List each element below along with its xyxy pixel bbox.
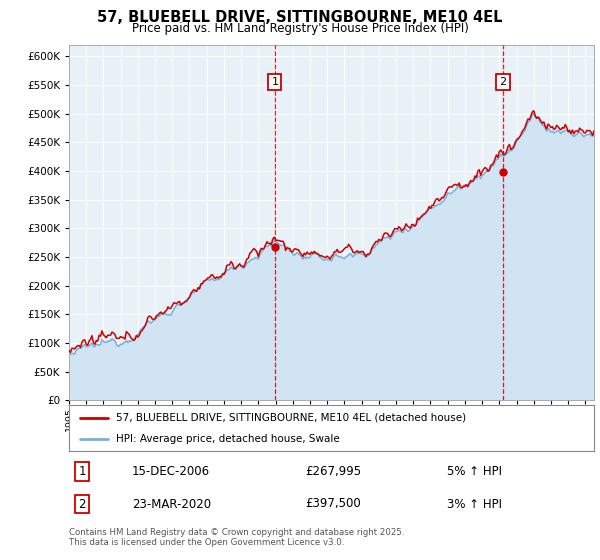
Text: 3% ↑ HPI: 3% ↑ HPI [447,497,502,511]
Text: £267,995: £267,995 [305,465,361,478]
Text: 57, BLUEBELL DRIVE, SITTINGBOURNE, ME10 4EL: 57, BLUEBELL DRIVE, SITTINGBOURNE, ME10 … [97,10,503,25]
Text: 1: 1 [271,77,278,87]
Text: 1: 1 [79,465,86,478]
Text: Contains HM Land Registry data © Crown copyright and database right 2025.
This d: Contains HM Land Registry data © Crown c… [69,528,404,547]
Text: 5% ↑ HPI: 5% ↑ HPI [447,465,502,478]
Text: £397,500: £397,500 [305,497,361,511]
Text: 2: 2 [499,77,506,87]
Text: 2: 2 [79,497,86,511]
Text: 15-DEC-2006: 15-DEC-2006 [132,465,210,478]
Text: HPI: Average price, detached house, Swale: HPI: Average price, detached house, Swal… [116,435,340,444]
Text: Price paid vs. HM Land Registry's House Price Index (HPI): Price paid vs. HM Land Registry's House … [131,22,469,35]
Text: 23-MAR-2020: 23-MAR-2020 [132,497,211,511]
Text: 57, BLUEBELL DRIVE, SITTINGBOURNE, ME10 4EL (detached house): 57, BLUEBELL DRIVE, SITTINGBOURNE, ME10 … [116,413,466,423]
